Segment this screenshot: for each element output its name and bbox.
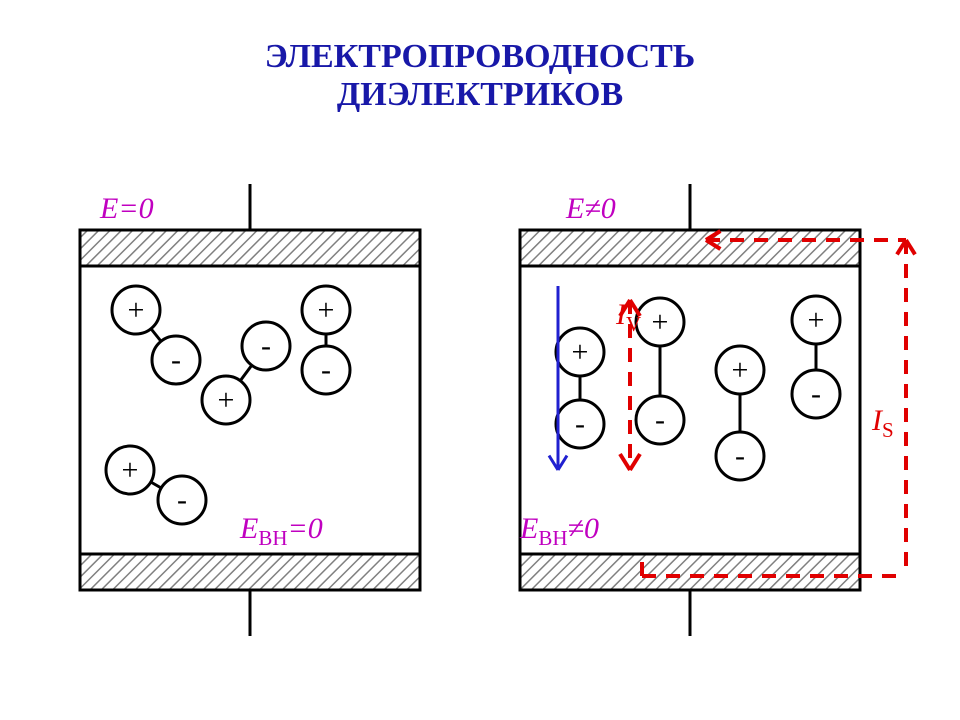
svg-text:+: + (218, 384, 235, 417)
svg-text:-: - (655, 404, 665, 437)
svg-text:-: - (321, 354, 331, 387)
svg-text:-: - (171, 344, 181, 377)
svg-text:+: + (652, 306, 669, 339)
Iv-label: IV (616, 298, 641, 337)
svg-text:+: + (808, 304, 825, 337)
left-Evn-label: EВН=0 (240, 512, 323, 551)
Is-label: IS (872, 404, 894, 443)
svg-text:-: - (177, 484, 187, 517)
svg-text:+: + (318, 294, 335, 327)
svg-text:-: - (261, 330, 271, 363)
right-Evn-label: EВН≠0 (520, 512, 599, 551)
svg-text:-: - (575, 408, 585, 441)
svg-text:-: - (735, 440, 745, 473)
svg-text:+: + (122, 454, 139, 487)
left-E-label: E=0 (100, 192, 154, 226)
svg-text:+: + (128, 294, 145, 327)
svg-text:-: - (811, 378, 821, 411)
svg-text:+: + (572, 336, 589, 369)
svg-text:+: + (732, 354, 749, 387)
diagram-svg: +-+-+-+-+-+-+-+- (0, 0, 960, 720)
right-E-label: E≠0 (566, 192, 616, 226)
